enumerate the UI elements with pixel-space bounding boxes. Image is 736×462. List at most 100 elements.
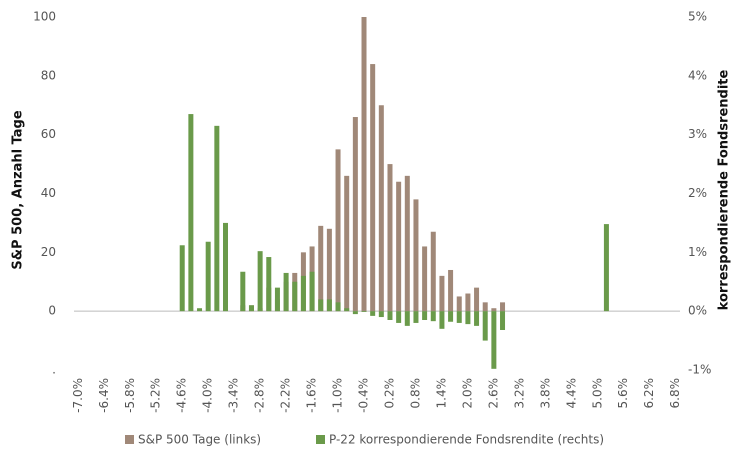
y-axis-title: S&P 500, Anzahl Tage [11, 110, 26, 270]
bar [413, 199, 419, 312]
bar [179, 245, 185, 312]
bar [430, 231, 436, 312]
x-tick-label: -3.4% [227, 378, 241, 413]
legend-label: P-22 korrespondierende Fondsrendite (rec… [329, 433, 604, 447]
x-tick-label: -5.8% [123, 378, 137, 413]
x-tick-label: -2.8% [253, 378, 267, 413]
x-tick-label: 0.8% [408, 378, 422, 409]
x-tick-label: -0.4% [357, 378, 371, 413]
bar [474, 311, 480, 326]
bar [387, 311, 393, 320]
bar [439, 311, 445, 329]
bar [396, 311, 402, 323]
bar [300, 275, 306, 312]
bar [422, 246, 428, 312]
y2-tick-label: 2% [688, 186, 707, 200]
bar [361, 17, 367, 312]
x-tick-label: -2.2% [279, 378, 293, 413]
y-tick-label: 40 [41, 186, 56, 200]
bar [248, 305, 254, 312]
x-tick-label: 6.8% [668, 378, 682, 409]
y2-tick-label: -1% [688, 363, 711, 377]
bar [283, 272, 289, 312]
bar [396, 181, 402, 312]
x-tick-label: -7.0% [71, 378, 85, 413]
y-tick-label: 80 [41, 68, 56, 82]
bar [474, 287, 480, 312]
y2-axis-title: korrespondierende Fondsrendite [717, 69, 732, 310]
bar [361, 311, 367, 312]
y2-tick-label: 1% [688, 245, 707, 259]
bar [465, 293, 471, 312]
bar [378, 105, 384, 312]
x-tick-label: -5.2% [149, 378, 163, 413]
x-tick-label: 0.2% [382, 378, 396, 409]
bar [274, 287, 280, 312]
bar [309, 271, 315, 312]
bar [378, 311, 384, 318]
legend-swatch [316, 435, 325, 444]
x-tick-label: 5.0% [590, 378, 604, 409]
bar [439, 275, 445, 312]
x-tick-label: -4.0% [201, 378, 215, 413]
bar [456, 311, 462, 323]
bar [352, 311, 358, 315]
bar [422, 311, 428, 320]
bar [344, 308, 350, 312]
y-tick-label: 0 [48, 304, 56, 318]
bar [603, 224, 609, 312]
x-tick-label: -4.6% [175, 378, 189, 413]
x-tick-label: -1.0% [331, 378, 345, 413]
bar [387, 164, 393, 312]
bar [370, 311, 376, 316]
x-tick-label: 4.4% [564, 378, 578, 409]
x-tick-label: 3.8% [538, 378, 552, 409]
bar [491, 311, 497, 369]
y2-tick-label: 0% [688, 304, 707, 318]
x-tick-label: 6.2% [642, 378, 656, 409]
bar [344, 175, 350, 312]
bar [223, 222, 228, 312]
y-tick-label: . [52, 363, 56, 377]
bar [448, 269, 454, 312]
x-tick-label: -6.4% [97, 378, 111, 413]
bar [292, 281, 298, 312]
bar [326, 228, 332, 312]
y2-tick-label: 4% [688, 68, 707, 82]
bar [482, 311, 488, 341]
bar [456, 296, 462, 312]
bar [257, 251, 263, 312]
bar [335, 302, 341, 312]
bar [205, 241, 211, 312]
x-tick-label: 2.0% [460, 378, 474, 409]
bar [404, 311, 410, 326]
bar [448, 311, 454, 322]
bar [335, 149, 341, 312]
x-tick-label: -1.6% [305, 378, 319, 413]
x-tick-label: 5.6% [616, 378, 630, 409]
bar [214, 125, 220, 312]
bar [326, 299, 332, 312]
legend-swatch [125, 435, 134, 444]
legend-label: S&P 500 Tage (links) [138, 433, 261, 447]
y2-tick-label: 3% [688, 127, 707, 141]
bar [430, 311, 436, 322]
bar [318, 299, 324, 312]
y-tick-label: 60 [41, 127, 56, 141]
x-tick-label: 1.4% [434, 378, 448, 409]
bar [370, 64, 376, 312]
bar [482, 302, 488, 312]
x-tick-label: 2.6% [486, 378, 500, 409]
y2-tick-label: 5% [688, 10, 707, 24]
bar [491, 308, 497, 312]
bar [318, 225, 324, 312]
bar [500, 311, 506, 330]
bar [240, 271, 246, 312]
bar [413, 311, 419, 323]
bar [188, 114, 194, 312]
bar [352, 117, 358, 312]
bar [197, 308, 203, 312]
y-tick-label: 100 [33, 10, 56, 24]
bar [404, 175, 410, 312]
